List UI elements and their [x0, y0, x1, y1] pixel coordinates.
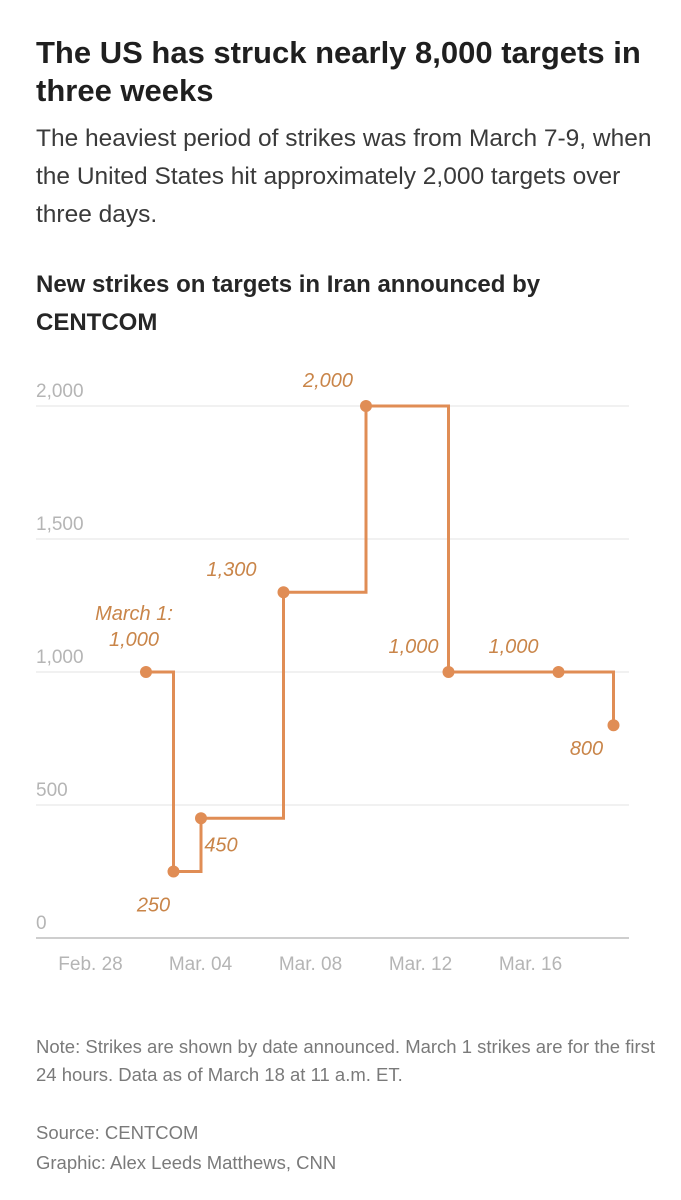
x-tick-label: Mar. 08 [279, 954, 342, 975]
x-tick-label: Mar. 16 [499, 954, 562, 975]
data-label: 250 [136, 895, 170, 917]
y-tick-label: 1,000 [36, 647, 84, 668]
data-point [167, 865, 180, 878]
graphic-credit: Graphic: Alex Leeds Matthews, CNN [36, 1152, 337, 1173]
chart-title: New strikes on targets in Iran announced… [36, 271, 541, 336]
data-label: 800 [570, 738, 603, 760]
y-tick-label: 2,000 [36, 381, 84, 402]
data-label: March 1: 1,000 [95, 603, 173, 651]
y-tick-label: 0 [36, 913, 47, 934]
data-label: 1,300 [206, 559, 256, 581]
data-label: 1,000 [388, 636, 438, 658]
data-point [360, 400, 372, 412]
headline: The US has struck nearly 8,000 targets i… [36, 35, 641, 108]
x-tick-label: Mar. 04 [169, 954, 233, 975]
x-tick-label: Feb. 28 [58, 954, 122, 975]
dek: The heaviest period of strikes was from … [36, 125, 652, 228]
x-tick-label: Mar. 12 [389, 954, 452, 975]
y-tick-label: 500 [36, 780, 68, 801]
data-point [277, 586, 290, 599]
data-point [442, 666, 455, 678]
data-point [552, 666, 565, 678]
y-tick-label: 1,500 [36, 514, 84, 535]
series-line [146, 404, 615, 873]
strikes-step-chart: 0 500 1,000 1,500 2,000 Feb. 28 Mar. 04 Mar. 08… [36, 370, 629, 975]
source-line: Source: CENTCOM [36, 1122, 199, 1143]
data-point [607, 719, 620, 732]
data-label: 450 [204, 834, 237, 856]
data-label: 1,000 [488, 636, 538, 658]
data-point [195, 812, 207, 825]
chart-note: Note: Strikes are shown by date announce… [36, 1036, 656, 1085]
data-label: 2,000 [302, 370, 353, 392]
data-point [140, 666, 152, 678]
